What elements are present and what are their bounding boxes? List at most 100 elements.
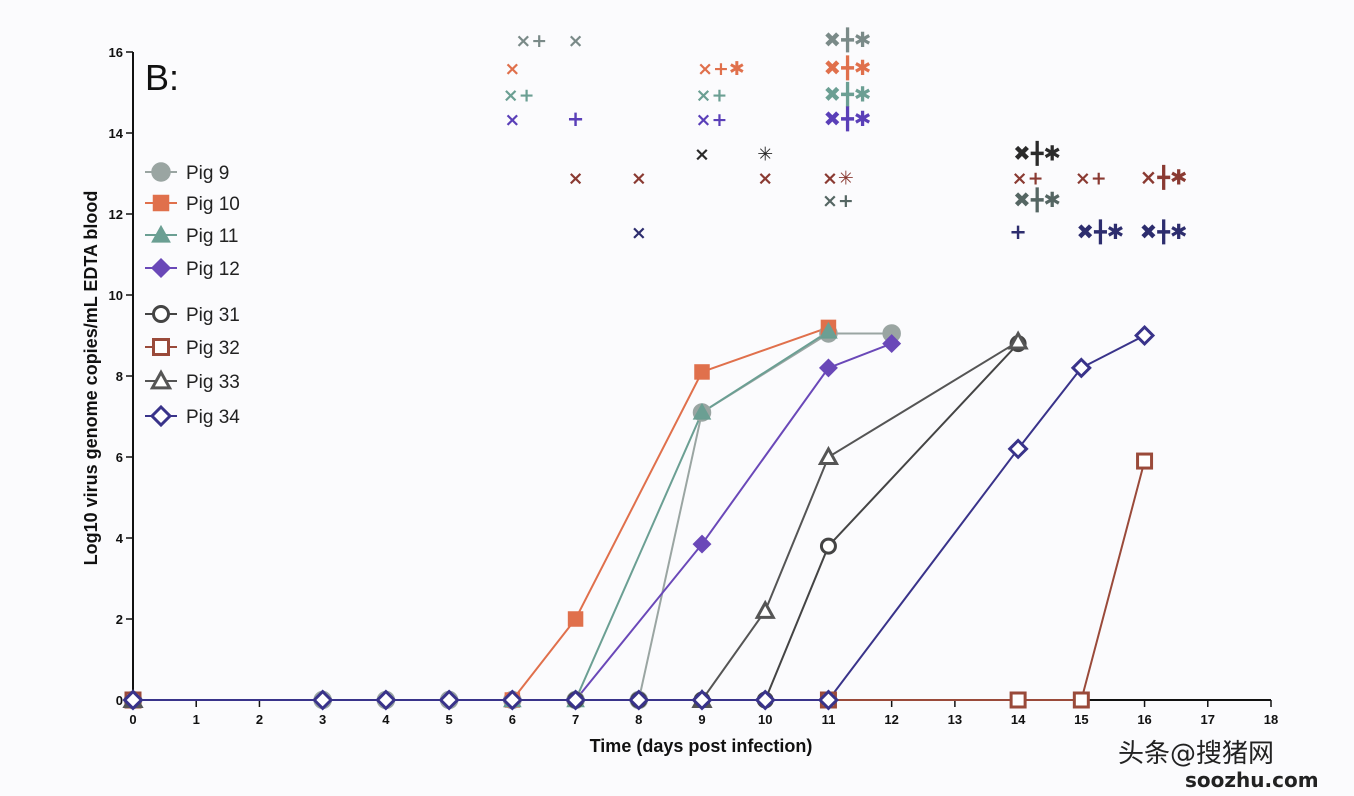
clinical-symbol: ×+: [515, 30, 547, 52]
data-point-pig-10: [694, 364, 710, 380]
x-tick-label: 6: [509, 712, 516, 727]
legend-marker-pig-10: [152, 194, 170, 212]
watermark-text: 头条@搜猪网: [1118, 739, 1274, 769]
clinical-symbol: ×: [631, 222, 647, 244]
y-tick-label: 12: [109, 207, 123, 222]
data-point-pig-34: [817, 689, 839, 711]
data-point-pig-32: [1009, 691, 1027, 709]
data-point-pig-31: [819, 537, 837, 555]
legend-label-pig-11: Pig 11: [186, 226, 238, 247]
x-tick-label: 17: [1201, 712, 1215, 727]
x-tick-label: 4: [382, 712, 390, 727]
symbol-rows: ×+ × ✖╋✱× ×+✱ ✖╋✱×+ ×+ ✖╋✱× + ×+ ✖╋✱× ✳ ✖╋✱× × × ×✳ ×+ ×…: [503, 27, 1188, 245]
y-tick-label: 2: [116, 612, 123, 627]
y-tick-label: 8: [116, 369, 123, 384]
data-point-pig-34: [754, 689, 776, 711]
clinical-symbol: ×: [694, 143, 710, 165]
legend-label-pig-9: Pig 9: [186, 163, 229, 184]
watermark-site: soozhu.com: [1185, 768, 1319, 792]
clinical-symbol: ×: [568, 30, 584, 52]
data-point-pig-33: [754, 599, 776, 619]
legend-marker-pig-34: [149, 404, 173, 428]
legend-label-pig-34: Pig 34: [186, 407, 240, 428]
data-point-pig-34: [501, 689, 523, 711]
clinical-symbol: ×: [504, 58, 520, 80]
y-tick-label: 10: [109, 288, 123, 303]
x-tick-label: 12: [884, 712, 898, 727]
legend-marker-pig-9: [151, 162, 171, 182]
legend-label-pig-31: Pig 31: [186, 305, 240, 326]
x-tick-label: 7: [572, 712, 579, 727]
legend-marker-pig-32: [152, 338, 170, 356]
legend-label-pig-32: Pig 32: [186, 338, 240, 359]
clinical-symbol: ×+: [1075, 168, 1107, 190]
data-point-pig-11: [819, 321, 838, 339]
data-point-pig-34: [565, 689, 587, 711]
series-line-pig-9: [133, 332, 892, 701]
data-point-pig-34: [312, 689, 334, 711]
x-axis-label: Time (days post infection): [590, 736, 813, 756]
clinical-symbol: ×: [568, 168, 584, 190]
y-tick-label: 0: [116, 693, 123, 708]
data-point-pig-33: [817, 445, 840, 465]
series-line-pig-33: [133, 340, 1019, 701]
data-point-pig-34: [1134, 324, 1156, 347]
data-point-pig-34: [375, 689, 397, 711]
x-tick-label: 18: [1264, 712, 1278, 727]
y-tick-label: 14: [109, 126, 124, 141]
clinical-symbol: +: [567, 107, 585, 131]
data-point-pig-34: [1070, 357, 1092, 379]
clinical-symbol: ×+✱: [697, 58, 745, 80]
legend-marker-pig-33: [149, 369, 173, 390]
y-tick-label: 16: [109, 45, 123, 60]
clinical-symbol: ×✳: [822, 168, 854, 190]
data-point-pig-11: [692, 402, 712, 420]
x-tick-label: 13: [948, 712, 962, 727]
clinical-symbol: ✖╋✱: [823, 106, 871, 132]
data-point-pig-34: [1007, 438, 1029, 460]
clinical-symbol: ✖╋✱: [1013, 140, 1061, 166]
clinical-symbol: ×: [631, 168, 647, 190]
clinical-symbol: ×: [504, 109, 520, 131]
clinical-symbol: ×+: [503, 85, 535, 107]
series-line-pig-34: [133, 334, 1146, 701]
watermark: 头条@搜猪网 soozhu.com: [1118, 739, 1319, 792]
series-markers: [122, 319, 1156, 711]
legend-label-pig-10: Pig 10: [186, 194, 240, 215]
data-point-pig-33: [1007, 330, 1029, 350]
clinical-symbol: +: [1009, 220, 1027, 244]
x-tick-label: 14: [1011, 712, 1026, 727]
x-tick-label: 8: [635, 712, 642, 727]
clinical-symbol: ✖╋✱: [823, 82, 871, 108]
x-tick-label: 10: [758, 712, 772, 727]
x-tick-label: 5: [445, 712, 452, 727]
data-point-pig-34: [122, 689, 144, 711]
x-tick-label: 2: [256, 712, 263, 727]
clinical-symbol: ×+: [1012, 168, 1044, 190]
y-axis-label: Log10 virus genome copies/mL EDTA blood: [81, 191, 101, 566]
series-line-pig-31: [133, 342, 1019, 701]
clinical-symbol: ×: [757, 168, 773, 190]
legend: Pig 9 Pig 10 Pig 11 Pig 12 Pig 31 Pig 32 Pig 3…: [145, 162, 240, 428]
clinical-symbol: ✖╋✱: [823, 55, 871, 81]
x-tick-label: 3: [319, 712, 326, 727]
clinical-symbol: ×+: [696, 85, 728, 107]
series-lines: [133, 326, 1146, 701]
clinical-symbol: ✳: [757, 143, 773, 165]
legend-label-pig-33: Pig 33: [186, 372, 240, 393]
data-point-pig-32: [1072, 691, 1090, 709]
data-point-pig-12: [692, 534, 712, 554]
data-point-pig-12: [882, 334, 902, 354]
x-tick-label: 11: [822, 712, 836, 727]
legend-marker-pig-11: [151, 224, 171, 243]
data-point-pig-34: [438, 689, 460, 711]
x-tick-label: 0: [129, 712, 136, 727]
y-tick-label: 6: [116, 450, 123, 465]
clinical-symbol: ×+: [822, 190, 854, 212]
series-line-pig-12: [133, 342, 893, 701]
x-tick-label: 16: [1137, 712, 1151, 727]
data-point-pig-34: [691, 689, 713, 711]
panel-label: B:: [145, 57, 179, 98]
legend-marker-pig-31: [152, 305, 170, 323]
